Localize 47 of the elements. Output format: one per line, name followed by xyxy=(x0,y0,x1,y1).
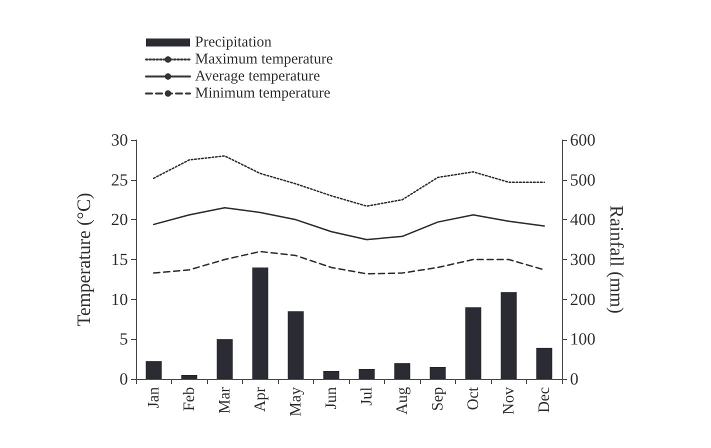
y2-axis-title: Rainfall (mm) xyxy=(605,205,626,314)
y2-tick-label: 600 xyxy=(570,130,596,150)
y2-tick-label: 100 xyxy=(570,330,596,349)
line-series xyxy=(153,155,545,207)
x-tick-label: Sep xyxy=(429,387,446,411)
y2-tick-label: 0 xyxy=(570,370,578,388)
x-tick-label: Nov xyxy=(500,387,518,415)
y-tick-label: 25 xyxy=(111,170,128,190)
y-axis-title: Temperature (°C) xyxy=(74,192,95,326)
y-tick-label: 0 xyxy=(120,370,128,388)
bar xyxy=(536,348,552,379)
y2-tick-label: 200 xyxy=(570,290,596,309)
x-tick-label: Feb xyxy=(180,387,198,411)
line-series xyxy=(153,206,545,240)
x-tick-label: Dec xyxy=(536,387,553,413)
x-tick-label: Jul xyxy=(358,386,376,406)
bar xyxy=(394,363,410,379)
bar xyxy=(181,375,198,379)
y2-tick-label: 500 xyxy=(570,170,596,190)
y-tick-label: 15 xyxy=(111,250,128,269)
legend-label: Minimum temperature xyxy=(195,86,331,102)
bar xyxy=(146,361,162,379)
bar xyxy=(500,292,517,379)
legend-label: Maximum temperature xyxy=(195,52,334,68)
x-tick-label: Oct xyxy=(464,386,482,410)
y2-tick-label: 400 xyxy=(570,210,596,230)
legend-label: Average temperature xyxy=(195,68,320,84)
bar xyxy=(252,267,268,379)
line-series xyxy=(153,250,545,275)
x-tick-label: Jan xyxy=(145,387,162,408)
x-tick-label: Aug xyxy=(394,387,411,415)
bar xyxy=(288,311,304,379)
x-tick-label: Apr xyxy=(252,386,269,412)
y2-tick-label: 300 xyxy=(570,250,596,269)
bar xyxy=(465,307,482,379)
bar xyxy=(430,367,446,379)
x-tick-label: Jun xyxy=(322,387,340,410)
legend-label: Precipitation xyxy=(195,34,272,50)
bar xyxy=(323,371,340,379)
y-tick-label: 20 xyxy=(111,210,128,230)
x-tick-label: May xyxy=(287,387,304,416)
y-tick-label: 10 xyxy=(111,290,128,309)
bar xyxy=(216,339,233,379)
y-tick-label: 30 xyxy=(111,130,128,150)
x-tick-label: Mar xyxy=(216,386,234,414)
y-tick-label: 5 xyxy=(120,330,128,349)
bar xyxy=(358,369,375,379)
